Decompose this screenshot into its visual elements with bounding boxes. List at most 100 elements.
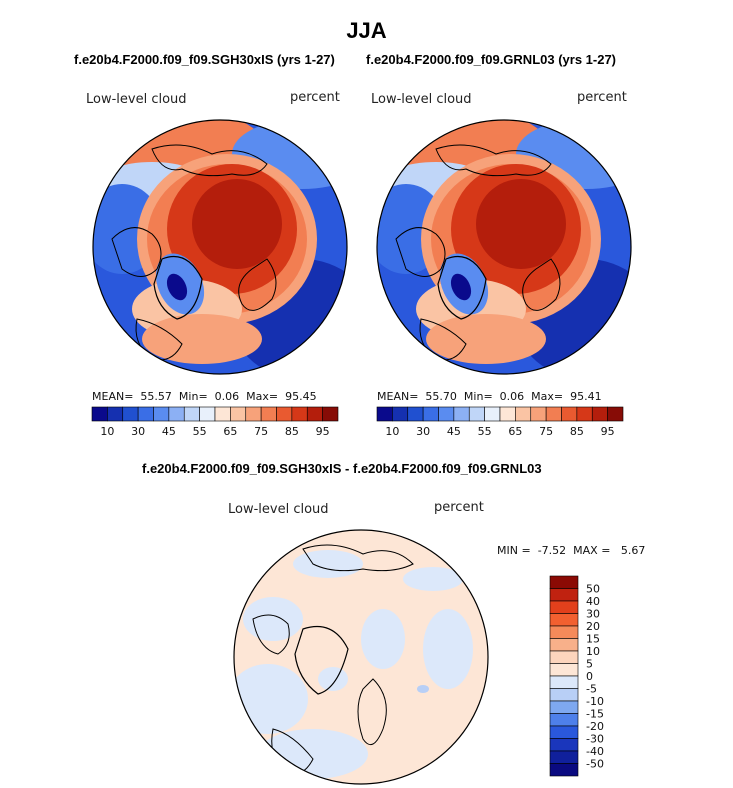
panel2-colorbar-swatch bbox=[545, 406, 562, 422]
difference-max-value: 5.67 bbox=[620, 544, 646, 557]
panel1-arctic-center bbox=[192, 179, 282, 269]
difference-colorbar-swatch bbox=[549, 575, 579, 589]
panel1-colorbar-label: 30 bbox=[131, 425, 145, 438]
panel2-colorbar-label: 30 bbox=[416, 425, 430, 438]
panel1-colorbar-swatch bbox=[276, 406, 293, 422]
panel1-colorbar-label: 65 bbox=[223, 425, 237, 438]
panel1-colorbar-label: 75 bbox=[254, 425, 268, 438]
panel2-map-border bbox=[376, 119, 632, 375]
difference-colorbar-label: -20 bbox=[586, 720, 604, 733]
difference-colorbar-label: 0 bbox=[586, 670, 593, 683]
panel1-colorbar-swatch bbox=[122, 406, 139, 422]
difference-neg-patch-8 bbox=[318, 667, 348, 691]
panel2-stats: MEAN= 55.70 Min= 0.06 Max= 95.41 bbox=[377, 390, 602, 403]
panel2-mean-value: 55.70 bbox=[425, 390, 457, 403]
panel1-colorbar-label: 45 bbox=[162, 425, 176, 438]
panel2-colorbar-label: 65 bbox=[508, 425, 522, 438]
panel1-colorbar-swatch bbox=[322, 406, 339, 422]
panel2-colorbar-swatch bbox=[376, 406, 393, 422]
panel1-colorbar: 10 30 45 55 65 75 85 95 bbox=[91, 406, 339, 438]
difference-colorbar-swatch bbox=[549, 713, 579, 727]
panel2-coastline-a bbox=[395, 227, 446, 277]
panel1-colorbar-swatch bbox=[230, 406, 247, 422]
panel1-colorbar-swatch bbox=[214, 406, 231, 422]
panel2-coastline-b bbox=[435, 144, 552, 177]
panel1-coastline-d bbox=[135, 318, 183, 361]
panel2-colorbar-swatch bbox=[530, 406, 547, 422]
panel1-colorbar-label: 10 bbox=[100, 425, 114, 438]
difference-neg-patch-1 bbox=[293, 550, 363, 578]
panel2-colorbar-swatch bbox=[515, 406, 532, 422]
panel1-colorbar-swatch bbox=[291, 406, 308, 422]
panel2-colorbar-swatch bbox=[561, 406, 578, 422]
difference-neg-patch-3 bbox=[234, 664, 308, 734]
panel1-mean-value: 55.57 bbox=[140, 390, 172, 403]
difference-greenland-outline bbox=[294, 625, 349, 695]
panel2-case-title: f.e20b4.F2000.f09_f09.GRNL03 (yrs 1-27) bbox=[366, 52, 617, 67]
difference-colorbar-label: -30 bbox=[586, 733, 604, 746]
difference-colorbar-swatch bbox=[549, 763, 579, 777]
panel2-colorbar: 10 30 45 55 65 75 85 95 bbox=[376, 406, 624, 438]
difference-variable-label: Low-level cloud bbox=[228, 502, 329, 517]
panel2-colorbar-swatch bbox=[484, 406, 501, 422]
panel2-arctic-center bbox=[476, 179, 566, 269]
panel1-colorbar-swatch bbox=[306, 406, 323, 422]
panel2-max-label: Max= bbox=[531, 390, 564, 403]
difference-colorbar-swatch bbox=[549, 750, 579, 764]
panel2-units-label: percent bbox=[577, 90, 627, 105]
panel1-colorbar-swatch bbox=[183, 406, 200, 422]
difference-coastline-b bbox=[302, 544, 414, 572]
panel2-colorbar-label: 55 bbox=[478, 425, 492, 438]
difference-units-label: percent bbox=[434, 500, 484, 515]
panel2-colorbar-swatch bbox=[607, 406, 624, 422]
panel1-stats: MEAN= 55.57 Min= 0.06 Max= 95.45 bbox=[92, 390, 317, 403]
difference-polar-map bbox=[233, 529, 489, 785]
panel1-colorbar-swatch bbox=[168, 406, 185, 422]
panel2-max-value: 95.41 bbox=[570, 390, 602, 403]
panel2-coastline-c bbox=[522, 258, 561, 311]
panel2-colorbar-label: 75 bbox=[539, 425, 553, 438]
difference-colorbar-label: -5 bbox=[586, 683, 597, 696]
difference-min-label: MIN = bbox=[497, 544, 531, 557]
panel2-colorbar-label: 85 bbox=[570, 425, 584, 438]
panel1-map-border bbox=[92, 119, 348, 375]
difference-max-label: MAX = bbox=[573, 544, 611, 557]
difference-colorbar-label: 20 bbox=[586, 620, 600, 633]
panel2-colorbar-swatch bbox=[438, 406, 455, 422]
panel1-units-label: percent bbox=[290, 90, 340, 105]
difference-colorbar-swatch bbox=[549, 600, 579, 614]
panel1-case-title: f.e20b4.F2000.f09_f09.SGH30xIS (yrs 1-27… bbox=[74, 52, 335, 67]
panel1-greenland-core bbox=[166, 273, 188, 301]
panel2-polar-map bbox=[376, 119, 632, 375]
difference-min-value: -7.52 bbox=[537, 544, 567, 557]
panel1-colorbar-swatch bbox=[260, 406, 277, 422]
difference-colorbar-label: 30 bbox=[586, 608, 600, 621]
panel2-min-label: Min= bbox=[463, 390, 493, 403]
panel1-max-label: Max= bbox=[246, 390, 279, 403]
difference-colorbar-swatch bbox=[549, 588, 579, 602]
difference-colorbar-swatch bbox=[549, 650, 579, 664]
panel1-coastline-c bbox=[238, 258, 277, 311]
panel1-min-value: 0.06 bbox=[214, 390, 240, 403]
panel1-variable-label: Low-level cloud bbox=[86, 92, 187, 107]
difference-colorbar-swatch bbox=[549, 675, 579, 689]
difference-neg-patch-7 bbox=[403, 567, 463, 591]
panel1-coastline-b bbox=[151, 144, 268, 177]
difference-colorbar-label: 15 bbox=[586, 633, 600, 646]
panel2-colorbar-swatch bbox=[407, 406, 424, 422]
difference-colorbar-label: 50 bbox=[586, 583, 600, 596]
difference-title: f.e20b4.F2000.f09_f09.SGH30xIS - f.e20b4… bbox=[142, 461, 542, 476]
difference-colorbar-label: 5 bbox=[586, 658, 593, 671]
panel1-coastline-a bbox=[111, 227, 162, 277]
difference-stats: MIN = -7.52 MAX = 5.67 bbox=[497, 544, 645, 557]
panel2-colorbar-swatch bbox=[499, 406, 516, 422]
panel2-min-value: 0.06 bbox=[499, 390, 525, 403]
panel1-colorbar-label: 95 bbox=[316, 425, 330, 438]
panel1-colorbar-swatch bbox=[107, 406, 124, 422]
panel2-colorbar-label: 95 bbox=[601, 425, 615, 438]
difference-colorbar-swatch bbox=[549, 625, 579, 639]
panel1-colorbar-swatch bbox=[245, 406, 262, 422]
difference-colorbar-label: -10 bbox=[586, 695, 604, 708]
panel2-greenland-core bbox=[450, 273, 472, 301]
